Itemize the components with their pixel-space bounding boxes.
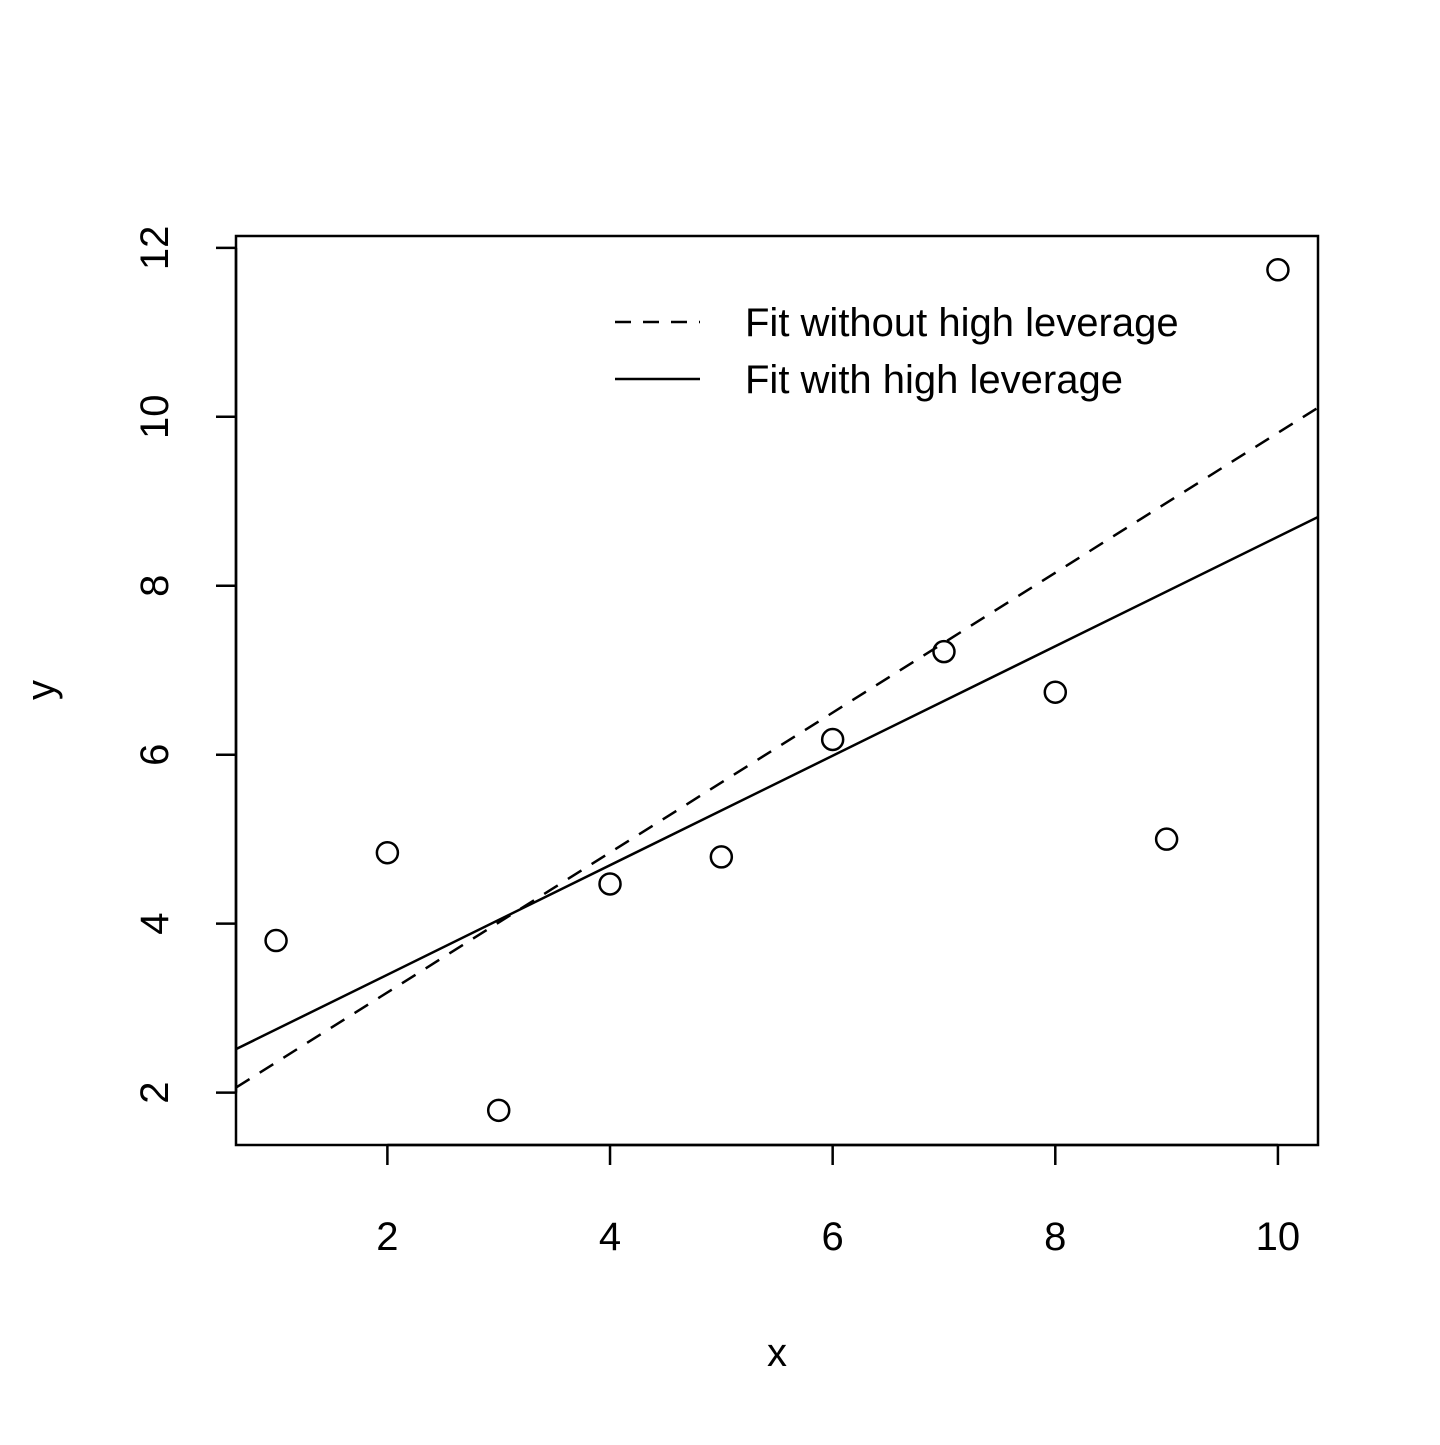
point — [1043, 680, 1068, 704]
y-tick-label: 12 — [133, 226, 177, 271]
x-tick-label: 10 — [1256, 1215, 1301, 1259]
y-tick-label: 2 — [133, 1081, 177, 1103]
fit-line — [235, 406, 1319, 1089]
fit-line — [235, 515, 1319, 1051]
y-axis-label: y — [19, 680, 63, 700]
y-tick-label: 8 — [133, 575, 177, 597]
point — [486, 1098, 511, 1123]
x-axis-label: x — [767, 1331, 787, 1375]
point — [264, 928, 288, 953]
point — [932, 639, 956, 664]
x-tick-label: 8 — [1044, 1215, 1066, 1259]
point — [820, 727, 845, 752]
point — [1266, 258, 1290, 282]
point — [1154, 827, 1179, 851]
point — [709, 845, 734, 869]
y-tick-label: 4 — [133, 913, 177, 935]
y-tick-label: 6 — [133, 744, 177, 766]
legend-label: Fit with high leverage — [745, 358, 1123, 402]
point — [598, 872, 622, 896]
x-tick-label: 6 — [822, 1215, 844, 1259]
x-tick-label: 4 — [599, 1215, 621, 1259]
point — [375, 840, 400, 865]
y-tick-label: 10 — [133, 395, 177, 440]
x-tick-label: 2 — [376, 1215, 398, 1259]
legend-label: Fit without high leverage — [745, 301, 1179, 345]
